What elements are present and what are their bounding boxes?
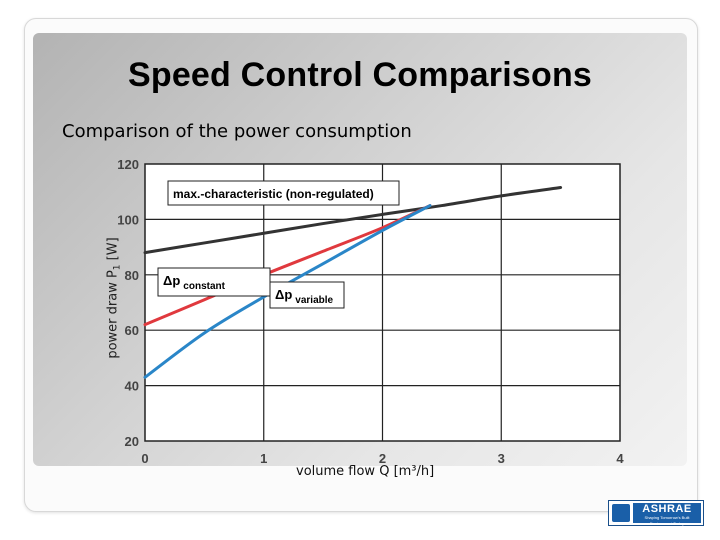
ashrae-gear-icon bbox=[612, 504, 630, 522]
ashrae-wordmark: ASHRAE Shaping Tomorrow's Built Environm… bbox=[633, 503, 701, 526]
slide-title: Speed Control Comparisons bbox=[127, 56, 593, 94]
label-text: max.-characteristic (non-regulated) bbox=[173, 187, 374, 201]
y-tick-label: 60 bbox=[125, 323, 139, 338]
x-tick-label: 1 bbox=[260, 451, 267, 466]
label-max-characteristic: max.-characteristic (non-regulated) bbox=[167, 180, 400, 206]
ashrae-logo: ASHRAE Shaping Tomorrow's Built Environm… bbox=[608, 500, 704, 526]
y-tick-label: 20 bbox=[125, 434, 139, 449]
x-tick-label: 2 bbox=[379, 451, 386, 466]
dp-constant-line bbox=[143, 204, 432, 327]
x-tick-label: 3 bbox=[498, 451, 505, 466]
y-tick-label: 100 bbox=[117, 212, 139, 227]
max-characteristic-line bbox=[143, 186, 563, 255]
x-tick-label: 4 bbox=[616, 451, 624, 466]
label-text: Δp constant bbox=[163, 273, 226, 292]
label-dp-variable: Δp variable bbox=[269, 281, 345, 309]
x-tick-label: 0 bbox=[141, 451, 148, 466]
slide-subtitle: Comparison of the power consumption bbox=[62, 121, 412, 142]
label-box bbox=[269, 281, 345, 309]
y-tick-label: 40 bbox=[125, 379, 139, 394]
x-axis-label: volume flow Q [m³/h] bbox=[296, 464, 435, 479]
label-dp-constant: Δp constant bbox=[157, 267, 271, 297]
y-tick-label: 80 bbox=[125, 268, 139, 283]
label-box bbox=[167, 180, 400, 206]
label-text: Δp variable bbox=[275, 287, 334, 306]
y-axis-label: power draw P1 [W] bbox=[105, 237, 123, 359]
y-tick-label: 120 bbox=[117, 157, 139, 172]
